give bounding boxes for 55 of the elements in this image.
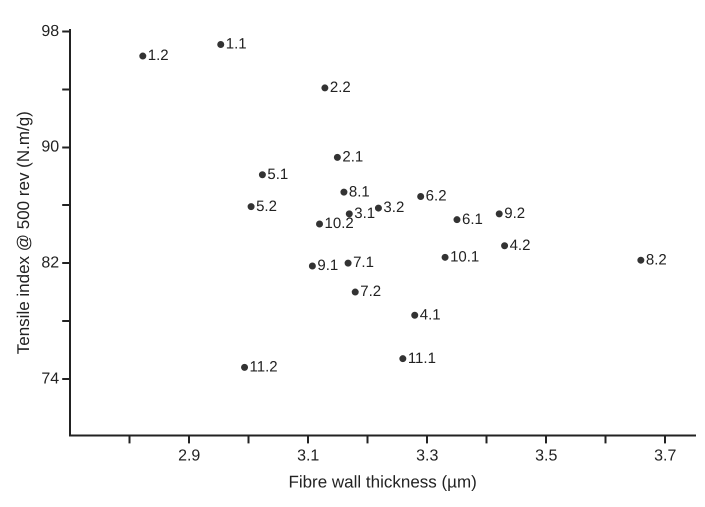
annotation: 2.1 [342, 148, 364, 166]
point [346, 210, 353, 218]
x-tick-label: 3.7 [654, 447, 676, 464]
x-tick-label: 3.1 [297, 447, 320, 464]
annotation: 6.2 [426, 188, 447, 205]
annotation: 2.2 [330, 79, 351, 96]
point [496, 210, 503, 218]
annotation: 7.2 [360, 283, 382, 300]
point [411, 312, 418, 319]
point [344, 260, 352, 267]
point [453, 216, 460, 224]
point [340, 188, 348, 196]
point [139, 52, 146, 60]
annotation: 1.2 [148, 47, 169, 64]
point [334, 154, 341, 161]
y-tick-label: 90 [41, 138, 60, 156]
x-tick-label: 2.9 [178, 447, 200, 464]
point [241, 364, 248, 371]
point [501, 242, 508, 250]
x-axis-title: Fibre wall thickness (µm) [288, 472, 477, 492]
annotation: 11.2 [250, 358, 278, 376]
point [258, 171, 266, 178]
point [637, 256, 644, 264]
annotation: 5.2 [256, 198, 277, 215]
annotation: 3.1 [354, 205, 376, 222]
annotation: 3.2 [383, 199, 404, 216]
x-tick-label: 3.3 [416, 447, 438, 464]
annotation: 1.1 [226, 36, 247, 53]
annotation: 8.2 [646, 251, 667, 268]
annotation: 6.1 [462, 210, 483, 228]
y-axis-title: Tensile index @ 500 rev (N.m/g) [14, 111, 33, 354]
annotation: 5.1 [267, 166, 288, 183]
x-tick-label: 3.5 [535, 447, 558, 464]
point [374, 204, 382, 212]
annotation: 10.1 [450, 248, 480, 266]
point [321, 84, 328, 92]
point [417, 193, 424, 200]
y-tick-label: 74 [41, 370, 60, 388]
point [442, 254, 449, 261]
point [248, 203, 255, 210]
point [352, 288, 359, 296]
point [316, 220, 324, 228]
point [399, 355, 406, 362]
point [308, 262, 316, 270]
annotation: 4.1 [420, 306, 441, 324]
annotation: 9.1 [317, 257, 338, 274]
annotation: 7.1 [353, 254, 374, 272]
point [217, 40, 224, 48]
annotation: 11.1 [408, 350, 436, 367]
annotation: 9.2 [504, 205, 526, 222]
annotation: 8.1 [348, 183, 370, 200]
y-tick-label: 82 [41, 254, 60, 272]
annotation: 4.2 [510, 236, 530, 254]
annotation: 10.2 [324, 215, 354, 232]
y-tick-label: 98 [41, 22, 60, 40]
